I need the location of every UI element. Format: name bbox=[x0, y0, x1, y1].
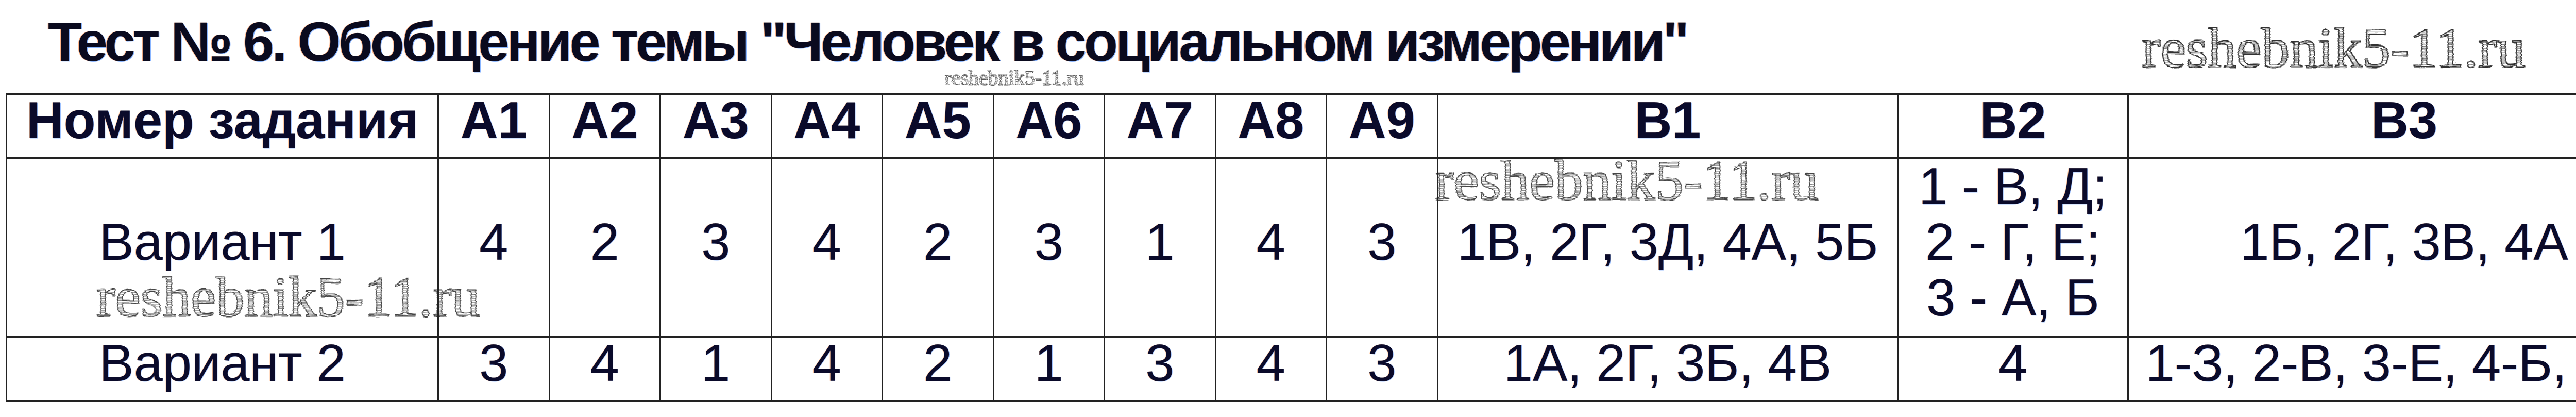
svg-text:reshebnik5-11.ru: reshebnik5-11.ru bbox=[944, 65, 1083, 89]
svg-text:reshebnik5-11.ru: reshebnik5-11.ru bbox=[2141, 16, 2524, 79]
